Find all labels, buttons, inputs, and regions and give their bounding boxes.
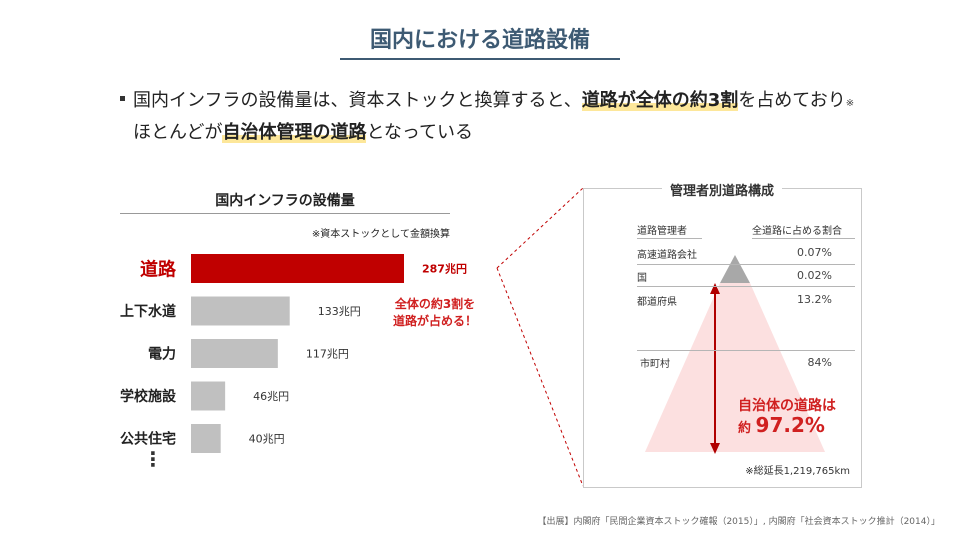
connector-top [496,187,584,269]
title-underline [340,58,620,60]
bar-category-label: 道路 [140,259,177,281]
page-title: 国内における道路設備 [369,28,590,53]
table-header-manager: 道路管理者 [637,226,687,237]
panel-title: 管理者別道路構成 [662,180,783,199]
table-row-value: 13.2% [797,293,832,306]
bar-value-label: 117兆円 [306,348,349,361]
bar-chart-callout: 全体の約3割を 道路が占める！ [380,296,490,330]
bullet-icon [120,95,125,101]
bar [191,339,278,368]
local-road-value: 97.2% [755,413,825,437]
pyramid-top [720,255,750,283]
bar-chart-title: 国内インフラの設備量 [215,193,355,209]
bar [191,424,221,453]
table-row-name: 国 [637,273,647,284]
summary-text-1b: を占めており [738,90,846,111]
row-rule [637,264,855,265]
table-row-name: 市町村 [640,359,670,370]
bar-category-label: 電力 [148,346,176,363]
bar-chart-note: ※資本ストックとして金額換算 [311,229,450,240]
bar [191,381,226,411]
table-row-name: 高速道路会社 [637,250,697,261]
source-citation: 【出展】内閣府「民間企業資本ストック確報（2015）」, 内閣府「社会資本ストッ… [537,517,940,527]
summary-line-2: ほとんどが自治体管理の道路となっている [133,118,473,144]
table-row-value: 84% [807,356,832,369]
bar-value-label: 133兆円 [318,305,361,318]
total-length-note: ※総延長1,219,765km [745,466,850,477]
header-rule-left [637,238,702,239]
table-header-share: 全道路に占める割合 [752,226,842,237]
table-row-name: 都道府県 [637,297,677,308]
local-road-prefix: 約 [738,421,752,436]
summary-highlight-2: 自治体管理の道路 [222,122,367,143]
bar-value-label: 46兆円 [253,390,289,403]
summary-text-1a: 国内インフラの設備量は、資本ストックと換算すると、 [133,90,582,111]
summary-text-2b: となっている [366,122,474,143]
bar-chart-title-rule [120,213,450,214]
bar-value-label: 287兆円 [422,262,467,276]
bar-category-label: 上下水道 [120,303,176,320]
table-row-value: 0.02% [797,269,832,282]
row-rule [637,350,855,351]
summary-text-2a: ほとんどが [133,122,223,143]
arrow-down-icon [710,443,720,454]
local-road-label: 自治体の道路は [738,398,836,414]
local-road-share: 約 97.2% [738,413,825,437]
arrow-up-icon [710,283,720,294]
callout-line-1: 全体の約3割を [394,297,476,311]
header-rule-right [752,238,855,239]
bar-category-label: 学校施設 [120,388,177,405]
summary-line-1: 国内インフラの設備量は、資本ストックと換算すると、道路が全体の約3割を占めており… [120,86,854,112]
bar-category-label: 公共住宅 [120,431,176,448]
pyramid-body [645,283,825,452]
callout-line-2: 道路が占める！ [392,314,477,328]
row-rule [637,286,855,287]
table-row-value: 0.07% [797,246,832,259]
summary-note-mark: ※ [845,98,855,109]
bar [191,254,404,283]
summary-highlight-1: 道路が全体の約3割 [581,90,739,111]
bar [191,296,290,326]
bar-value-label: 40兆円 [249,433,285,446]
